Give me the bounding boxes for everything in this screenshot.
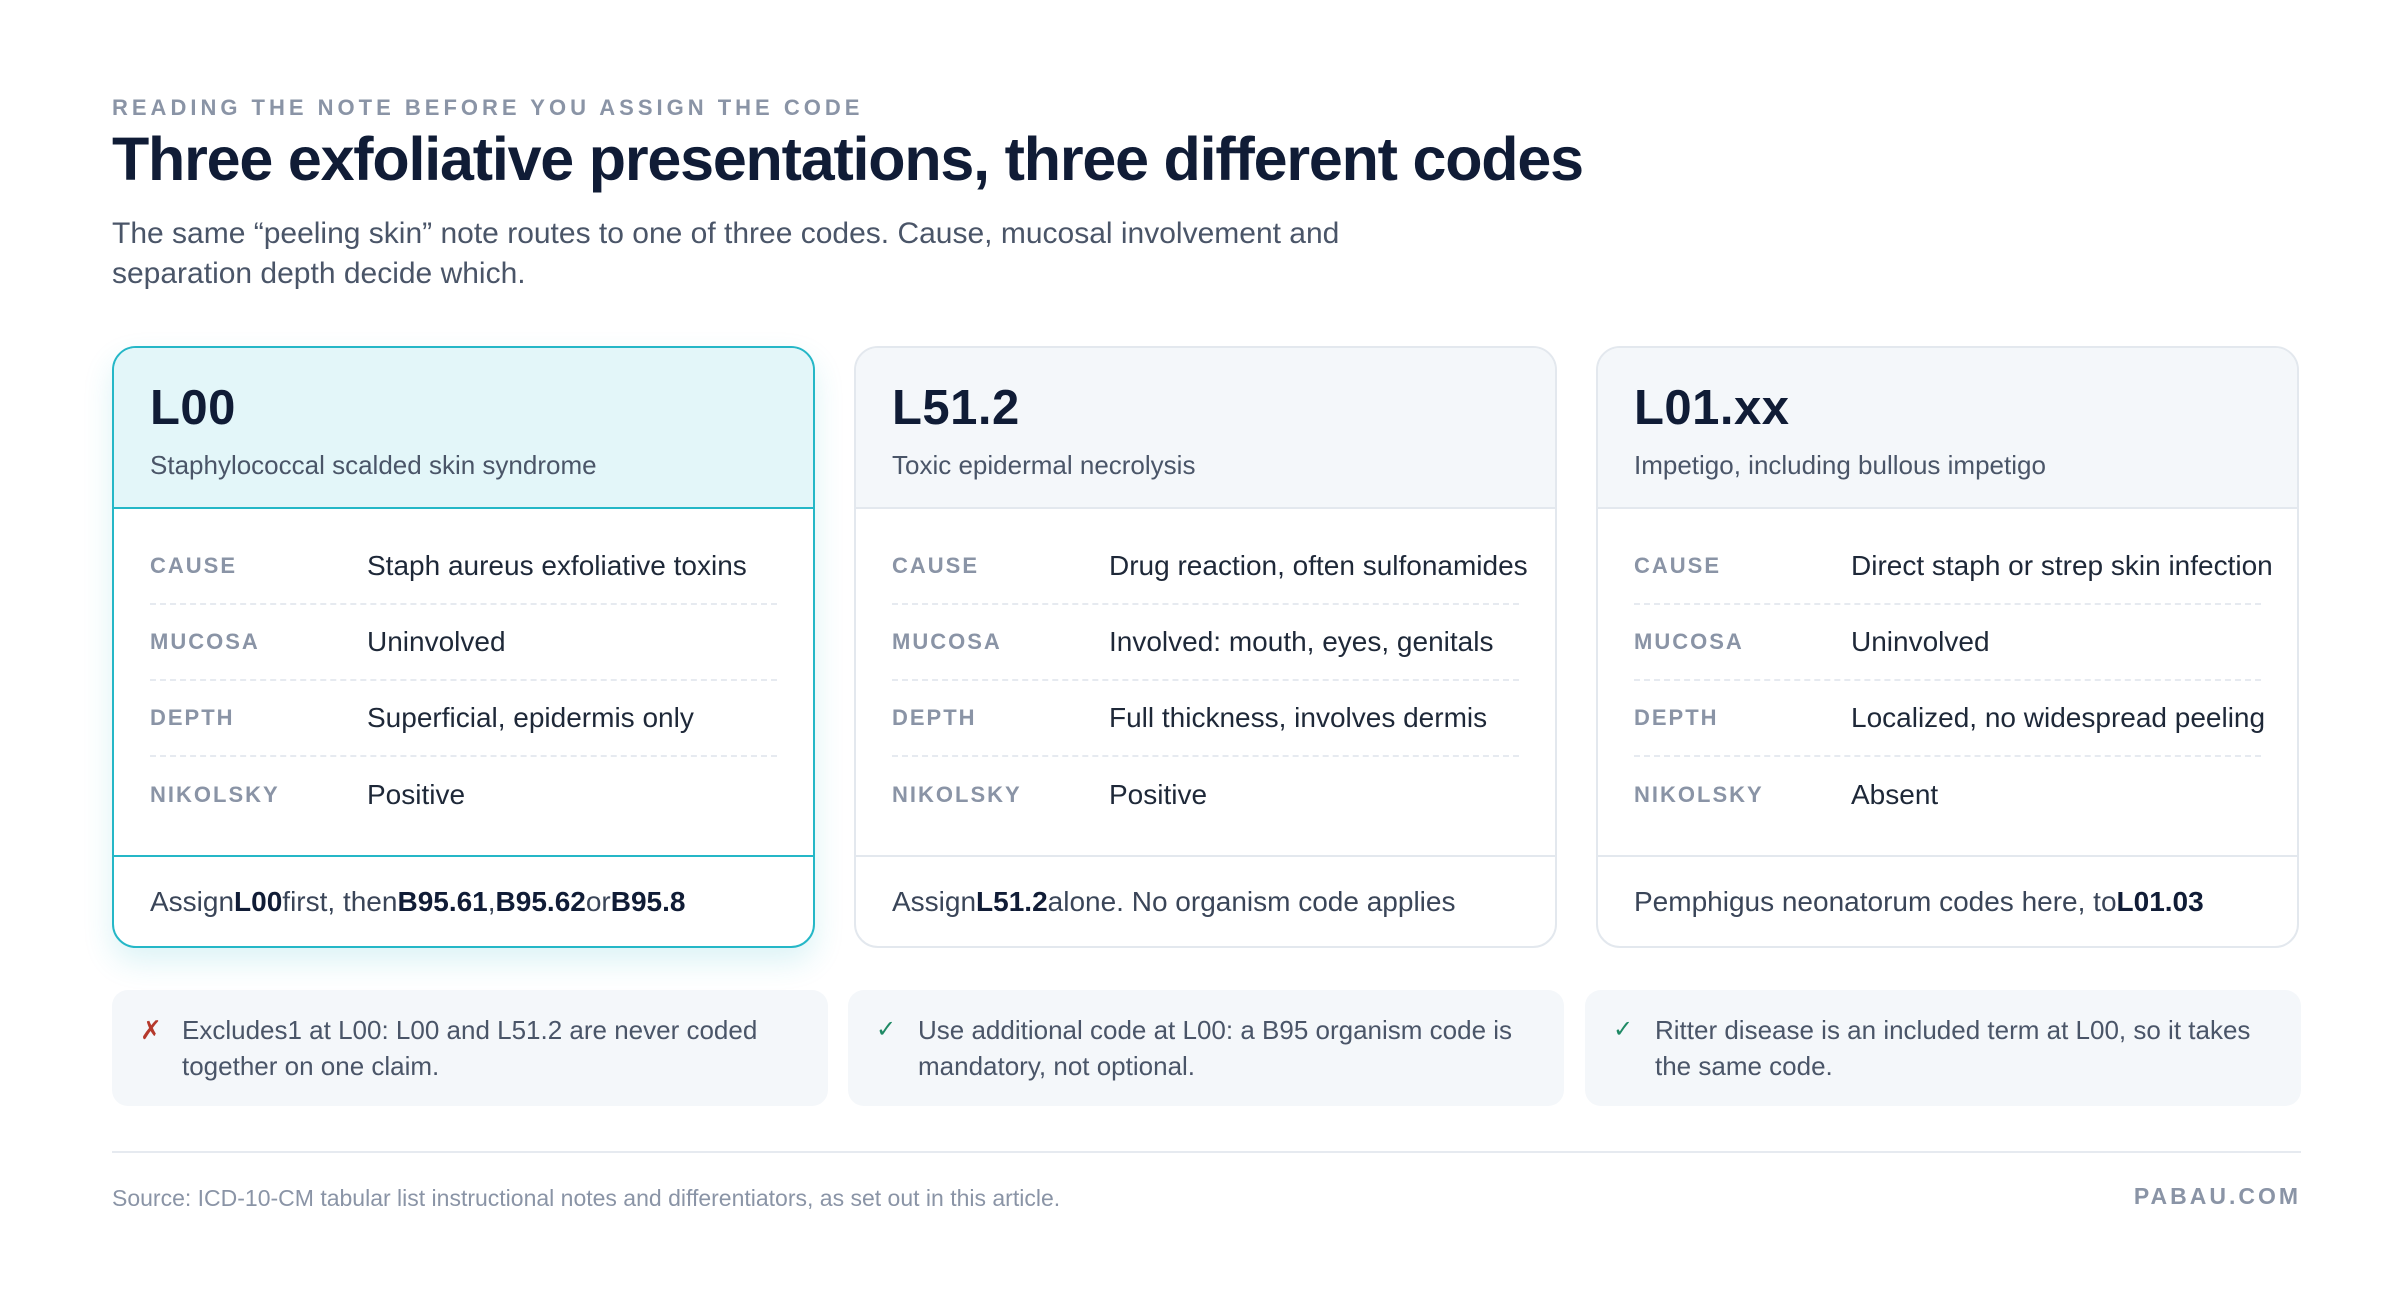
brand-logo: PABAU.COM <box>2133 1183 2301 1209</box>
condition-name: Impetigo, including bullous impetigo <box>1634 450 2046 480</box>
row-value: Involved: mouth, eyes, genitals <box>1109 626 1494 657</box>
row-label: MUCOSA <box>1634 629 1744 654</box>
row-value: Absent <box>1851 779 1939 810</box>
row-value: Localized, no widespread peeling <box>1851 702 2266 733</box>
row-label: CAUSE <box>892 553 980 578</box>
row-value: Drug reaction, often sulfonamides <box>1109 550 1528 581</box>
row-label: DEPTH <box>150 705 235 730</box>
icd-code: L00 <box>150 381 236 435</box>
card-footer: Assign L00 first, then B95.61, B95.62 or… <box>114 855 813 946</box>
code-card-l01: L01.xx Impetigo, including bullous impet… <box>1596 346 2299 948</box>
footer-text: , <box>487 885 496 917</box>
footer-code: B95.62 <box>495 885 586 917</box>
eyebrow: READING THE NOTE BEFORE YOU ASSIGN THE C… <box>112 95 864 120</box>
row-value: Superficial, epidermis only <box>367 702 694 733</box>
row-value: Uninvolved <box>367 626 506 657</box>
infographic: READING THE NOTE BEFORE YOU ASSIGN THE C… <box>112 0 2301 1292</box>
row-value: Uninvolved <box>1851 626 1990 657</box>
note-additional-code: ✓ Use additional code at L00: a B95 orga… <box>848 990 1564 1106</box>
row-label: NIKOLSKY <box>150 782 280 807</box>
criteria-row-nikolsky: NIKOLSKY Absent <box>1634 757 2261 833</box>
row-label: CAUSE <box>150 553 238 578</box>
card-header: L00 Staphylococcal scalded skin syndrome <box>114 348 813 509</box>
page-subtitle: The same “peeling skin” note routes to o… <box>112 217 1340 290</box>
note-text: Excludes1 at L00: L00 and L51.2 are neve… <box>182 1015 758 1081</box>
footer-text: Assign <box>892 885 977 917</box>
note-included-term: ✓ Ritter disease is an included term at … <box>1585 990 2301 1106</box>
criteria-row-depth: DEPTH Localized, no widespread peeling <box>1634 681 2265 757</box>
row-value: Positive <box>367 779 466 810</box>
criteria-list: CAUSE Drug reaction, often sulfonamides … <box>856 509 1555 857</box>
note-text: Use additional code at L00: a B95 organi… <box>918 1015 1513 1081</box>
icd-code: L01.xx <box>1634 381 1790 435</box>
check-icon: ✓ <box>876 1016 897 1043</box>
note-text: Ritter disease is an included term at L0… <box>1655 1015 2251 1081</box>
footer-code: B95.61 <box>397 885 488 917</box>
footer-code: L01.03 <box>2116 885 2204 917</box>
footer-code: L00 <box>234 885 283 917</box>
criteria-row-depth: DEPTH Superficial, epidermis only <box>150 681 777 757</box>
footer-text: Assign <box>150 885 235 917</box>
page-title: Three exfoliative presentations, three d… <box>112 125 1584 193</box>
note-excludes: ✗ Excludes1 at L00: L00 and L51.2 are ne… <box>112 990 828 1106</box>
row-label: DEPTH <box>1634 705 1719 730</box>
criteria-row-cause: CAUSE Direct staph or strep skin infecti… <box>1634 529 2273 605</box>
criteria-row-cause: CAUSE Drug reaction, often sulfonamides <box>892 529 1528 605</box>
code-cards: L00 Staphylococcal scalded skin syndrome… <box>112 346 2301 948</box>
footer-code: B95.8 <box>610 885 686 917</box>
card-footer: Assign L51.2 alone. No organism code app… <box>856 855 1555 946</box>
cross-icon: ✗ <box>140 1015 162 1045</box>
footer-text: or <box>585 885 611 917</box>
criteria-row-depth: DEPTH Full thickness, involves dermis <box>892 681 1519 757</box>
card-header: L51.2 Toxic epidermal necrolysis <box>856 348 1555 509</box>
footer-text: Pemphigus neonatorum codes here, to <box>1634 885 2117 917</box>
footer-code: L51.2 <box>976 885 1048 917</box>
condition-name: Toxic epidermal necrolysis <box>892 450 1196 480</box>
row-label: NIKOLSKY <box>1634 782 1764 807</box>
row-value: Full thickness, involves dermis <box>1109 702 1488 733</box>
criteria-row-nikolsky: NIKOLSKY Positive <box>150 757 777 833</box>
card-footer: Pemphigus neonatorum codes here, to L01.… <box>1598 855 2297 946</box>
icd-code: L51.2 <box>892 381 1020 435</box>
footer-text: first, then <box>282 885 398 917</box>
row-value: Direct staph or strep skin infection <box>1851 550 2273 581</box>
source-note: Source: ICD-10-CM tabular list instructi… <box>112 1185 1061 1211</box>
criteria-row-mucosa: MUCOSA Uninvolved <box>150 605 777 681</box>
criteria-row-nikolsky: NIKOLSKY Positive <box>892 757 1519 833</box>
card-header: L01.xx Impetigo, including bullous impet… <box>1598 348 2297 509</box>
row-label: NIKOLSKY <box>892 782 1022 807</box>
criteria-row-cause: CAUSE Staph aureus exfoliative toxins <box>150 529 777 605</box>
row-label: MUCOSA <box>150 629 260 654</box>
row-label: CAUSE <box>1634 553 1722 578</box>
code-card-l51-2: L51.2 Toxic epidermal necrolysis CAUSE D… <box>854 346 1557 948</box>
criteria-list: CAUSE Staph aureus exfoliative toxins MU… <box>114 509 813 857</box>
criteria-row-mucosa: MUCOSA Uninvolved <box>1634 605 2261 681</box>
condition-name: Staphylococcal scalded skin syndrome <box>150 450 597 480</box>
row-value: Staph aureus exfoliative toxins <box>367 550 747 581</box>
footer-text: alone. No organism code applies <box>1047 885 1456 917</box>
check-icon: ✓ <box>1613 1016 1634 1043</box>
criteria-row-mucosa: MUCOSA Involved: mouth, eyes, genitals <box>892 605 1519 681</box>
row-value: Positive <box>1109 779 1208 810</box>
row-label: MUCOSA <box>892 629 1002 654</box>
row-label: DEPTH <box>892 705 977 730</box>
coding-notes: ✗ Excludes1 at L00: L00 and L51.2 are ne… <box>112 990 2301 1106</box>
code-card-l00: L00 Staphylococcal scalded skin syndrome… <box>112 346 815 948</box>
criteria-list: CAUSE Direct staph or strep skin infecti… <box>1598 509 2297 857</box>
footer-divider <box>112 1151 2301 1153</box>
